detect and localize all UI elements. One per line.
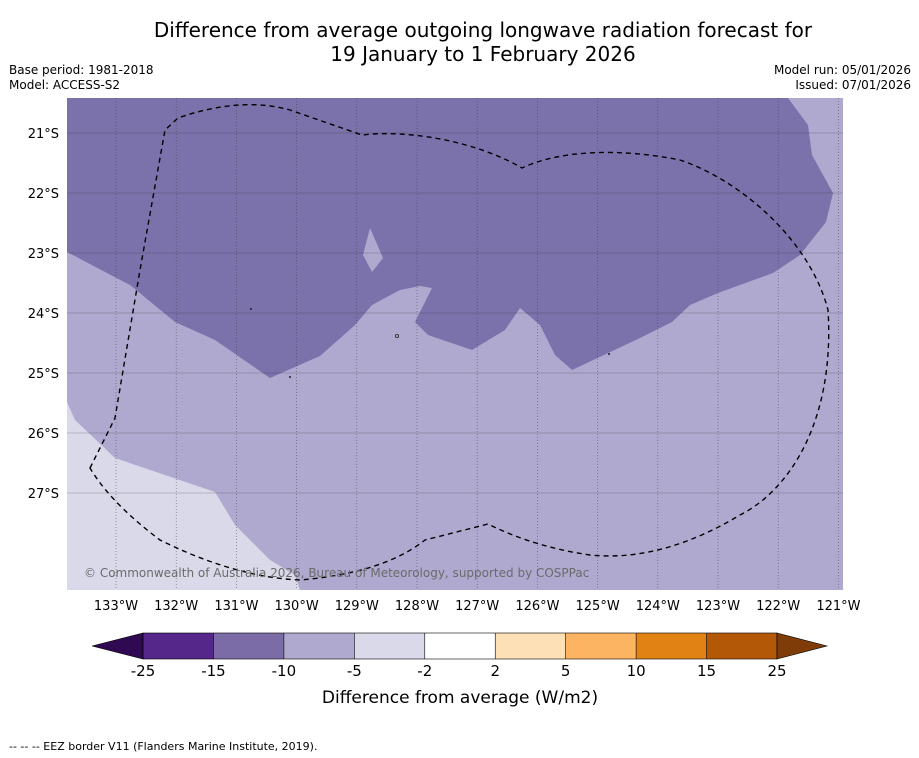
chart-title: Difference from average outgoing longwav… (0, 18, 919, 66)
longitude-label: 131°W (214, 599, 258, 614)
colorbar-segment (213, 633, 285, 659)
region-band-minus15-minus10 (67, 98, 833, 378)
longitude-label: 126°W (515, 599, 559, 614)
latitude-label: 27°S (28, 487, 59, 502)
base-period: Base period: 1981-2018 (9, 63, 154, 77)
island-dot (394, 333, 399, 338)
longitude-label: 132°W (154, 599, 198, 614)
colorbar-tick-label: -10 (272, 662, 297, 680)
meta-right: Model run: 05/01/2026 Issued: 07/01/2026 (774, 63, 911, 93)
map-area: © Commonwealth of Australia 2026, Bureau… (67, 98, 843, 590)
longitude-label: 123°W (696, 599, 740, 614)
eez-footnote: -- -- -- EEZ border V11 (Flanders Marine… (9, 740, 318, 753)
latitude-labels: 21°S 22°S 23°S 24°S 25°S 26°S 27°S (28, 127, 59, 502)
latitude-label: 21°S (28, 127, 59, 142)
meta-left: Base period: 1981-2018 Model: ACCESS-S2 (9, 63, 154, 93)
island-dot (250, 308, 252, 310)
colorbar-tick-label: -2 (417, 662, 432, 680)
title-line-1: Difference from average outgoing longwav… (153, 18, 813, 42)
issued-date: Issued: 07/01/2026 (795, 78, 911, 92)
region-band-minus5-minus2 (67, 402, 300, 590)
colorbar-extend-low (91, 632, 144, 660)
model-name: Model: ACCESS-S2 (9, 78, 121, 92)
longitude-label: 133°W (94, 599, 138, 614)
colorbar-segments (143, 633, 778, 659)
region-patch-minus10-minus5 (363, 228, 383, 272)
colorbar-segment (424, 633, 496, 659)
colorbar-segment (636, 633, 708, 659)
title-line-2: 19 January to 1 February 2026 (330, 42, 636, 66)
colorbar-tick-label: 15 (697, 662, 716, 680)
colorbar-segment (283, 633, 355, 659)
longitude-label: 121°W (816, 599, 860, 614)
colorbar-label: Difference from average (W/m2) (322, 688, 598, 708)
model-run: Model run: 05/01/2026 (773, 63, 911, 77)
colorbar-tick-label: 2 (490, 662, 500, 680)
island-dot (608, 353, 610, 355)
latitude-label: 22°S (28, 187, 59, 202)
longitude-label: 127°W (455, 599, 499, 614)
colorbar-tick-label: 5 (561, 662, 571, 680)
copyright-text: © Commonwealth of Australia 2026, Bureau… (84, 566, 589, 580)
longitude-label: 124°W (636, 599, 680, 614)
latitude-label: 26°S (28, 427, 59, 442)
colorbar-segment (565, 633, 637, 659)
eez-border (89, 104, 830, 581)
latitude-label: 25°S (28, 367, 59, 382)
colorbar-extend-high (776, 632, 829, 660)
colorbar-segment (706, 633, 778, 659)
colorbar-tick-label: 25 (767, 662, 786, 680)
colorbar-segment (354, 633, 426, 659)
longitude-label: 129°W (335, 599, 379, 614)
colorbar: -25 -15 -10 -5 -2 2 5 10 15 25 Difference from av… (91, 632, 829, 708)
longitude-label: 130°W (275, 599, 319, 614)
longitude-label: 125°W (576, 599, 620, 614)
latitude-label: 24°S (28, 307, 59, 322)
colorbar-ticks: -25 -15 -10 -5 -2 2 5 10 15 25 (131, 633, 787, 680)
graticule (67, 98, 843, 590)
latitude-label: 23°S (28, 247, 59, 262)
longitude-label: 122°W (756, 599, 800, 614)
colorbar-tick-label: -25 (131, 662, 156, 680)
colorbar-segment (495, 633, 567, 659)
colorbar-segment (143, 633, 214, 659)
colorbar-tick-label: -5 (347, 662, 362, 680)
island-dot (289, 376, 291, 378)
colorbar-tick-label: -15 (201, 662, 226, 680)
longitude-label: 128°W (395, 599, 439, 614)
colorbar-tick-label: 10 (627, 662, 646, 680)
longitude-labels: 133°W 132°W 131°W 130°W 129°W 128°W 127°W 126°W… (94, 599, 861, 614)
